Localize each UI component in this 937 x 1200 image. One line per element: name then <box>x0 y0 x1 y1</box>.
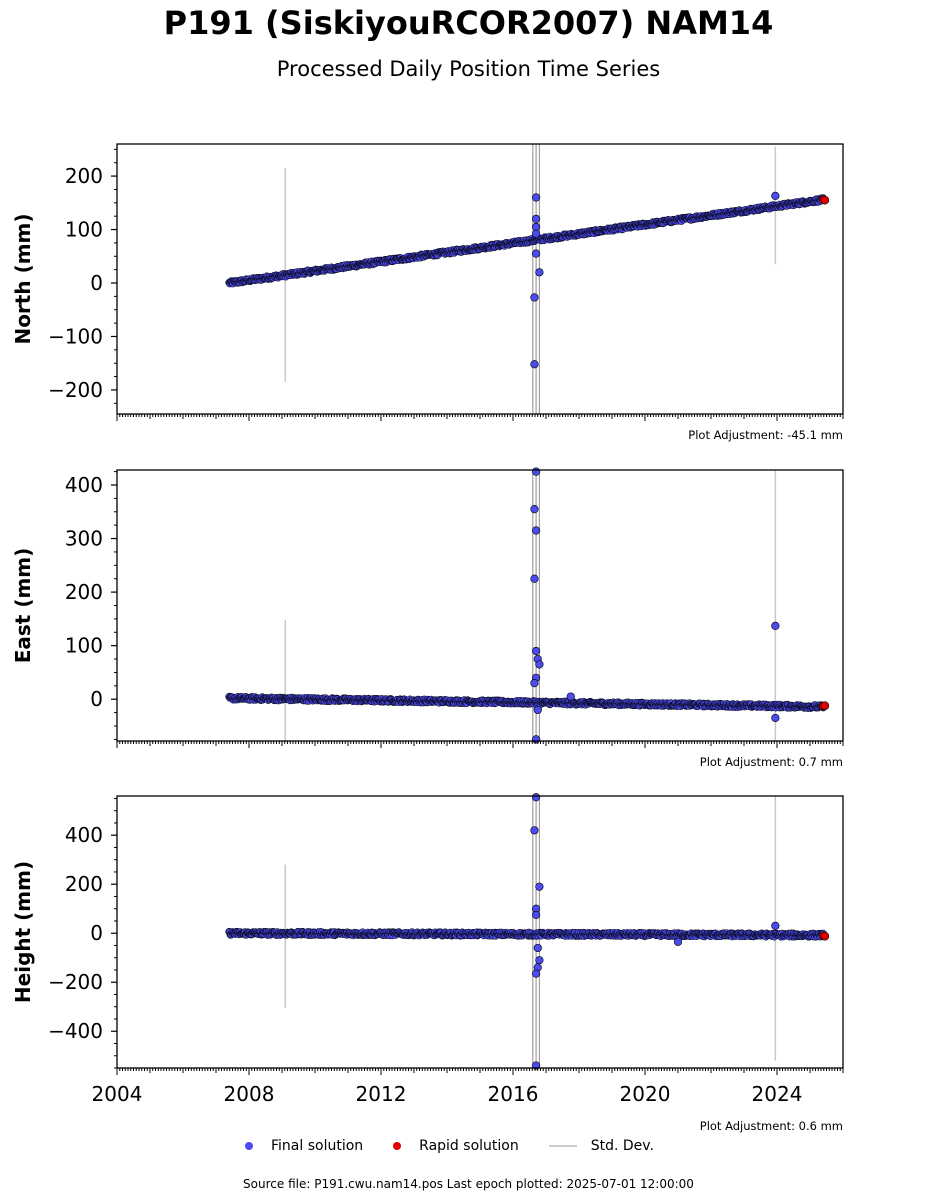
height-y-tick-label: 200 <box>65 872 103 896</box>
height-y-tick-label: 400 <box>65 823 103 847</box>
east-outlier-point <box>771 621 780 630</box>
east-y-tick-label: 400 <box>65 473 103 497</box>
height-outlier-point <box>531 969 541 978</box>
legend-std-label: Std. Dev. <box>590 1138 654 1154</box>
chart-subtitle: Processed Daily Position Time Series <box>276 57 661 81</box>
north-plot-adjustment: Plot Adjustment: -45.1 mm <box>688 428 843 442</box>
chart-title: P191 (SiskiyouRCOR2007) NAM14 <box>163 4 774 42</box>
north-outlier-point <box>535 268 544 277</box>
height-plot-adjustment: Plot Adjustment: 0.6 mm <box>700 1119 843 1133</box>
final-solution-marker-icon <box>245 1142 253 1150</box>
height-x-tick-label: 2004 <box>92 1082 143 1106</box>
east-outlier-point <box>531 526 541 535</box>
legend: Final solution Rapid solution Std. Dev. <box>245 1138 684 1154</box>
east-outlier-point <box>535 660 544 669</box>
height-outlier-point <box>530 826 539 835</box>
height-rapid-point <box>820 931 830 941</box>
legend-final: Final solution <box>245 1138 363 1154</box>
east-outlier-point <box>566 692 575 701</box>
east-y-tick-label: 300 <box>65 527 103 551</box>
north-y-tick-label: 0 <box>90 271 103 295</box>
height-x-tick-label: 2012 <box>356 1082 407 1106</box>
north-outlier-point <box>531 229 541 238</box>
east-y-tick-label: 200 <box>65 580 103 604</box>
north-y-tick-label: −200 <box>48 378 103 402</box>
height-outlier-point <box>673 937 683 946</box>
east-outlier-point <box>530 504 539 514</box>
east-outlier-point <box>531 735 541 744</box>
east-outlier-point <box>530 679 539 688</box>
east-outlier-point <box>531 646 541 656</box>
north-plot-frame <box>116 143 844 415</box>
east-plot-adjustment: Plot Adjustment: 0.7 mm <box>700 755 843 769</box>
north-outlier-point <box>531 249 541 258</box>
legend-std: Std. Dev. <box>548 1138 654 1154</box>
north-outlier-point <box>531 214 541 223</box>
source-footer: Source file: P191.cwu.nam14.pos Last epo… <box>243 1177 694 1191</box>
east-outlier-point <box>530 574 539 583</box>
east-outlier-point <box>533 705 542 715</box>
east-axis-label: East (mm) <box>11 548 35 664</box>
north-outlier-point <box>771 191 780 200</box>
height-y-tick-label: −400 <box>48 1019 103 1043</box>
legend-final-label: Final solution <box>271 1138 364 1154</box>
legend-rapid: Rapid solution <box>393 1138 519 1154</box>
north-outlier-point <box>531 193 541 202</box>
legend-rapid-label: Rapid solution <box>419 1138 519 1154</box>
east-y-tick-label: 100 <box>65 634 103 658</box>
height-outlier-point <box>771 921 780 930</box>
height-outlier-point <box>531 910 541 919</box>
height-outlier-point <box>533 943 542 953</box>
north-outlier-point <box>530 293 539 302</box>
height-y-tick-label: 0 <box>90 921 103 945</box>
height-outlier-point <box>535 882 544 891</box>
height-axis-label: Height (mm) <box>11 861 35 1003</box>
east-rapid-point <box>820 701 830 710</box>
east-outlier-point <box>531 467 541 476</box>
height-x-tick-label: 2024 <box>752 1082 803 1106</box>
east-y-tick-label: 0 <box>90 687 103 711</box>
std-dev-line-icon <box>548 1145 577 1147</box>
north-y-tick-label: 200 <box>65 164 103 188</box>
height-x-tick-label: 2008 <box>224 1082 275 1106</box>
north-outlier-point <box>531 222 541 231</box>
height-y-tick-label: −200 <box>48 970 103 994</box>
east-outlier-point <box>771 713 780 723</box>
north-axis-label: North (mm) <box>11 213 35 344</box>
height-outlier-point <box>531 793 541 802</box>
north-rapid-point <box>820 195 830 205</box>
height-outlier-point <box>535 956 544 965</box>
north-y-tick-label: −100 <box>48 324 103 348</box>
height-x-tick-label: 2020 <box>620 1082 671 1106</box>
north-outlier-point <box>530 360 539 369</box>
height-x-tick-label: 2016 <box>488 1082 539 1106</box>
north-y-tick-label: 100 <box>65 218 103 242</box>
rapid-solution-marker-icon <box>393 1142 402 1150</box>
